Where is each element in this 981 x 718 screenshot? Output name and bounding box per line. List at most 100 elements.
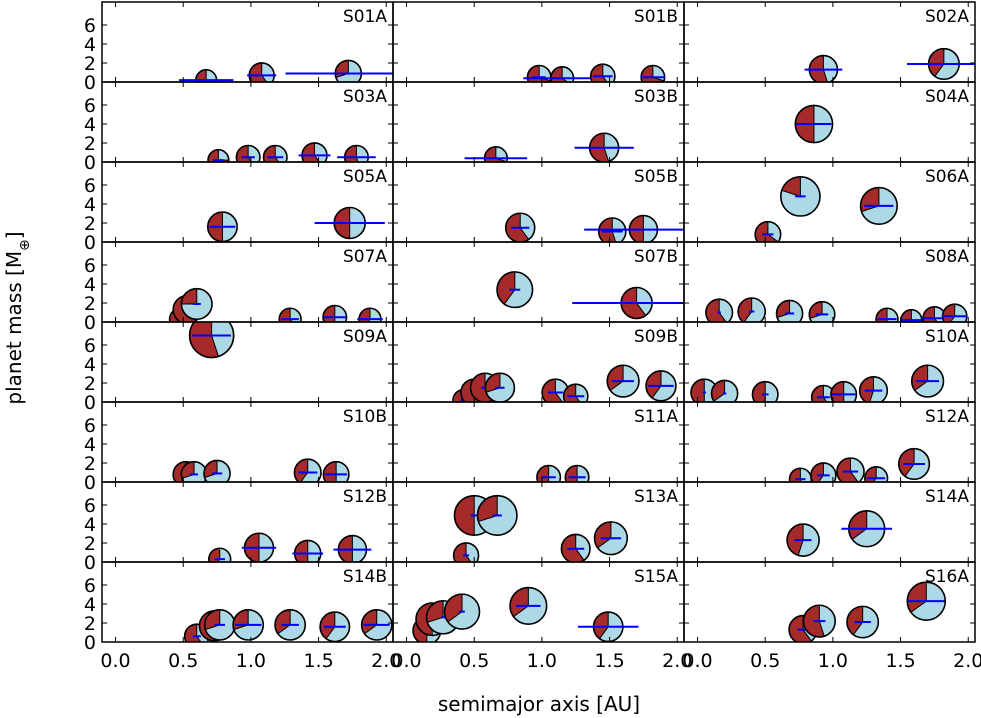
panel-label: S10A [925,327,969,347]
panel-label: S09A [343,327,387,347]
y-tick-label: 0 [84,72,96,94]
panel-plot-area [464,132,634,162]
planet-marker [241,532,277,562]
planet-marker [452,542,480,562]
planet-outline [278,307,302,322]
planet-marker [206,211,238,242]
planet-outline [910,364,945,398]
planet-outline [496,271,534,309]
panel-s09a: S09A [101,321,394,403]
planet-marker [262,144,288,162]
planet-marker [846,605,880,639]
y-axis-title: planet mass [M⊕] [2,231,33,404]
y-tick-label: 4 [84,34,96,56]
planet-marker [180,460,208,482]
y-axis-title-close: ] [2,231,26,239]
planet-marker [203,608,236,641]
planet-outline [509,586,548,626]
panel-label: S09B [634,327,678,347]
y-tick-label: 6 [84,415,96,437]
planet-outline [562,383,589,402]
planet-marker [536,464,562,482]
x-tick-label: 1.0 [236,650,266,672]
planet-outline [810,462,837,482]
planet-outline [235,144,261,162]
planet-marker [779,175,821,217]
panel-s10a: S10A [683,321,976,403]
planet-marker [203,459,231,482]
planet-outline [846,605,880,639]
planet-rock-fraction [358,307,371,322]
y-tick-label: 4 [84,434,96,456]
planet-marker [247,62,277,82]
y-tick-label: 6 [84,175,96,197]
planet-marker [836,457,865,482]
planet-marker [179,68,234,82]
planet-marker [319,611,351,642]
planet-outline [593,521,629,556]
panel-plot-area [183,608,393,642]
panel-s10b: S10B [101,401,394,483]
y-tick-label: 4 [84,514,96,536]
panel-plot-area [536,464,590,482]
panel-plot-area [168,287,383,322]
planet-marker [690,378,719,402]
panel-plot-area [206,206,385,242]
planet-outline [705,298,734,322]
x-tick-label: 1.5 [594,650,624,672]
planet-outline [262,144,288,162]
planet-outline [180,287,213,321]
y-tick-label: 2 [84,293,96,315]
planet-marker [858,375,889,402]
planet-marker [737,297,767,322]
planet-outline [875,307,899,322]
planet-outline [564,464,590,482]
panel-plot-area [172,458,350,482]
planet-outline [645,370,677,402]
panel-s16a: S16A [683,561,976,643]
planet-outline [207,148,230,162]
panel-label: S05A [343,167,387,187]
panel-grid: S01A S01B S02A S03A S03B S04A S05A S05B S06A S07A… [101,1,976,643]
planet-outline [504,212,536,242]
planet-marker [645,370,677,402]
planet-marker [541,378,570,402]
planet-outline [775,299,804,322]
panel-plot-area [452,364,677,402]
planet-marker [910,364,945,398]
planet-marker [808,300,836,322]
planet-marker [577,611,639,642]
panel-label: S05B [634,167,678,187]
panel-s08a: S08A [683,241,976,323]
y-tick-label: 4 [84,354,96,376]
planet-rock-fraction [942,303,956,322]
planet-outline [322,460,350,482]
planet-outline [360,608,393,641]
panel-plot-area [207,142,376,162]
y-tick-label: 0 [84,552,96,574]
panel-plot-area [794,104,834,144]
planet-marker [504,212,536,242]
panel-s01b: S01B [392,1,685,83]
panel-label: S13A [634,487,678,507]
planet-outline [208,547,232,562]
panel-s14a: S14A [683,481,976,563]
x-tick-label: 1.0 [818,650,848,672]
planet-marker [484,372,516,402]
panel-s04a: S04A [683,81,976,163]
panel-label: S03B [634,87,678,107]
y-tick-label: 4 [84,274,96,296]
planet-marker [786,523,820,557]
x-tick-label: 0.5 [168,650,198,672]
panel-label: S10B [343,407,387,427]
panel-plot-area [179,59,393,82]
x-tick-label: 0.5 [750,650,780,672]
panel-s07a: S07A [101,241,394,323]
planet-marker [906,47,975,81]
planet-marker [509,586,548,626]
y-tick-label: 0 [84,392,96,414]
planet-marker [188,322,235,359]
panel-plot-area [496,271,684,320]
panel-s06a: S06A [683,161,976,243]
